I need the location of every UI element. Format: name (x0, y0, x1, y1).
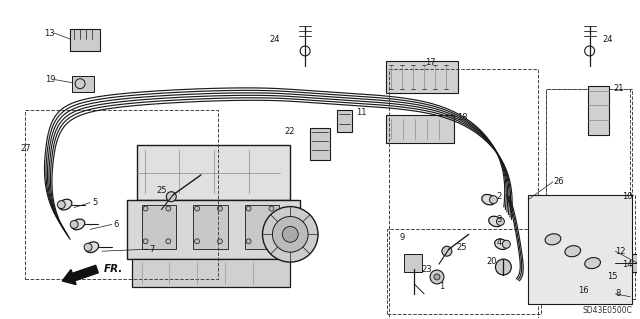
Bar (337, 110, 352, 132)
Bar (70, 29, 100, 51)
Text: 25: 25 (156, 186, 167, 195)
Text: 26: 26 (553, 177, 564, 186)
Text: 17: 17 (425, 58, 436, 67)
Text: 14: 14 (622, 260, 633, 269)
Circle shape (143, 239, 148, 244)
Bar (141, 204, 176, 249)
Ellipse shape (72, 219, 84, 230)
Bar (244, 204, 279, 249)
Circle shape (58, 201, 65, 209)
Text: 15: 15 (607, 272, 618, 281)
Text: 25: 25 (457, 243, 467, 252)
Text: FR.: FR. (104, 264, 124, 274)
Bar (132, 259, 291, 287)
Bar (387, 115, 454, 143)
Bar (72, 76, 94, 92)
Circle shape (84, 243, 92, 251)
Text: SD43E0500C: SD43E0500C (582, 306, 632, 315)
Circle shape (495, 259, 511, 275)
FancyArrow shape (62, 265, 99, 285)
Text: 16: 16 (578, 286, 588, 295)
Bar (546, 89, 632, 302)
Text: 13: 13 (44, 29, 54, 38)
Circle shape (490, 196, 497, 204)
Circle shape (430, 270, 444, 284)
Circle shape (166, 206, 171, 211)
Bar (127, 200, 300, 259)
Text: 12: 12 (616, 247, 626, 256)
Bar (616, 254, 637, 272)
Text: 4: 4 (497, 238, 502, 247)
Circle shape (269, 239, 274, 244)
Circle shape (442, 246, 452, 256)
Text: 20: 20 (486, 256, 497, 266)
Circle shape (195, 239, 200, 244)
Text: 24: 24 (270, 34, 280, 44)
Text: 3: 3 (497, 215, 502, 224)
Text: 7: 7 (150, 245, 155, 254)
Bar (404, 254, 422, 272)
Text: 23: 23 (421, 264, 432, 273)
Circle shape (246, 239, 251, 244)
Bar (618, 195, 636, 299)
Text: 1: 1 (439, 282, 444, 291)
Text: 18: 18 (457, 113, 467, 122)
Text: 10: 10 (622, 192, 633, 201)
Bar (193, 204, 228, 249)
Circle shape (497, 218, 504, 226)
Bar (528, 195, 632, 304)
Circle shape (70, 220, 78, 228)
Text: 8: 8 (616, 289, 621, 298)
Ellipse shape (495, 239, 508, 249)
Bar (387, 229, 541, 314)
Text: 11: 11 (356, 108, 366, 117)
Bar (389, 69, 538, 319)
Ellipse shape (585, 257, 600, 269)
Text: 27: 27 (20, 144, 31, 152)
Ellipse shape (565, 246, 580, 257)
Ellipse shape (482, 194, 495, 205)
Text: 9: 9 (399, 233, 404, 242)
Ellipse shape (85, 242, 99, 253)
Text: 22: 22 (285, 127, 295, 136)
Bar (546, 89, 630, 302)
Ellipse shape (59, 199, 72, 210)
Circle shape (195, 206, 200, 211)
Text: 2: 2 (497, 192, 502, 201)
Circle shape (218, 239, 222, 244)
Text: 24: 24 (602, 34, 613, 44)
Ellipse shape (489, 216, 502, 227)
Bar (24, 110, 218, 279)
Circle shape (166, 239, 171, 244)
Circle shape (246, 206, 251, 211)
Circle shape (262, 207, 318, 262)
Circle shape (273, 217, 308, 252)
Bar (387, 61, 458, 93)
Bar (588, 85, 609, 135)
Circle shape (282, 226, 298, 242)
Text: 21: 21 (613, 84, 624, 93)
Bar (310, 128, 330, 160)
Ellipse shape (545, 234, 561, 245)
Circle shape (143, 206, 148, 211)
Bar (136, 145, 291, 200)
Text: 6: 6 (114, 220, 119, 229)
Text: 5: 5 (92, 198, 97, 207)
Circle shape (502, 240, 510, 248)
Circle shape (269, 206, 274, 211)
Circle shape (434, 274, 440, 280)
Text: 19: 19 (45, 75, 55, 84)
Circle shape (218, 206, 222, 211)
Circle shape (166, 192, 176, 202)
